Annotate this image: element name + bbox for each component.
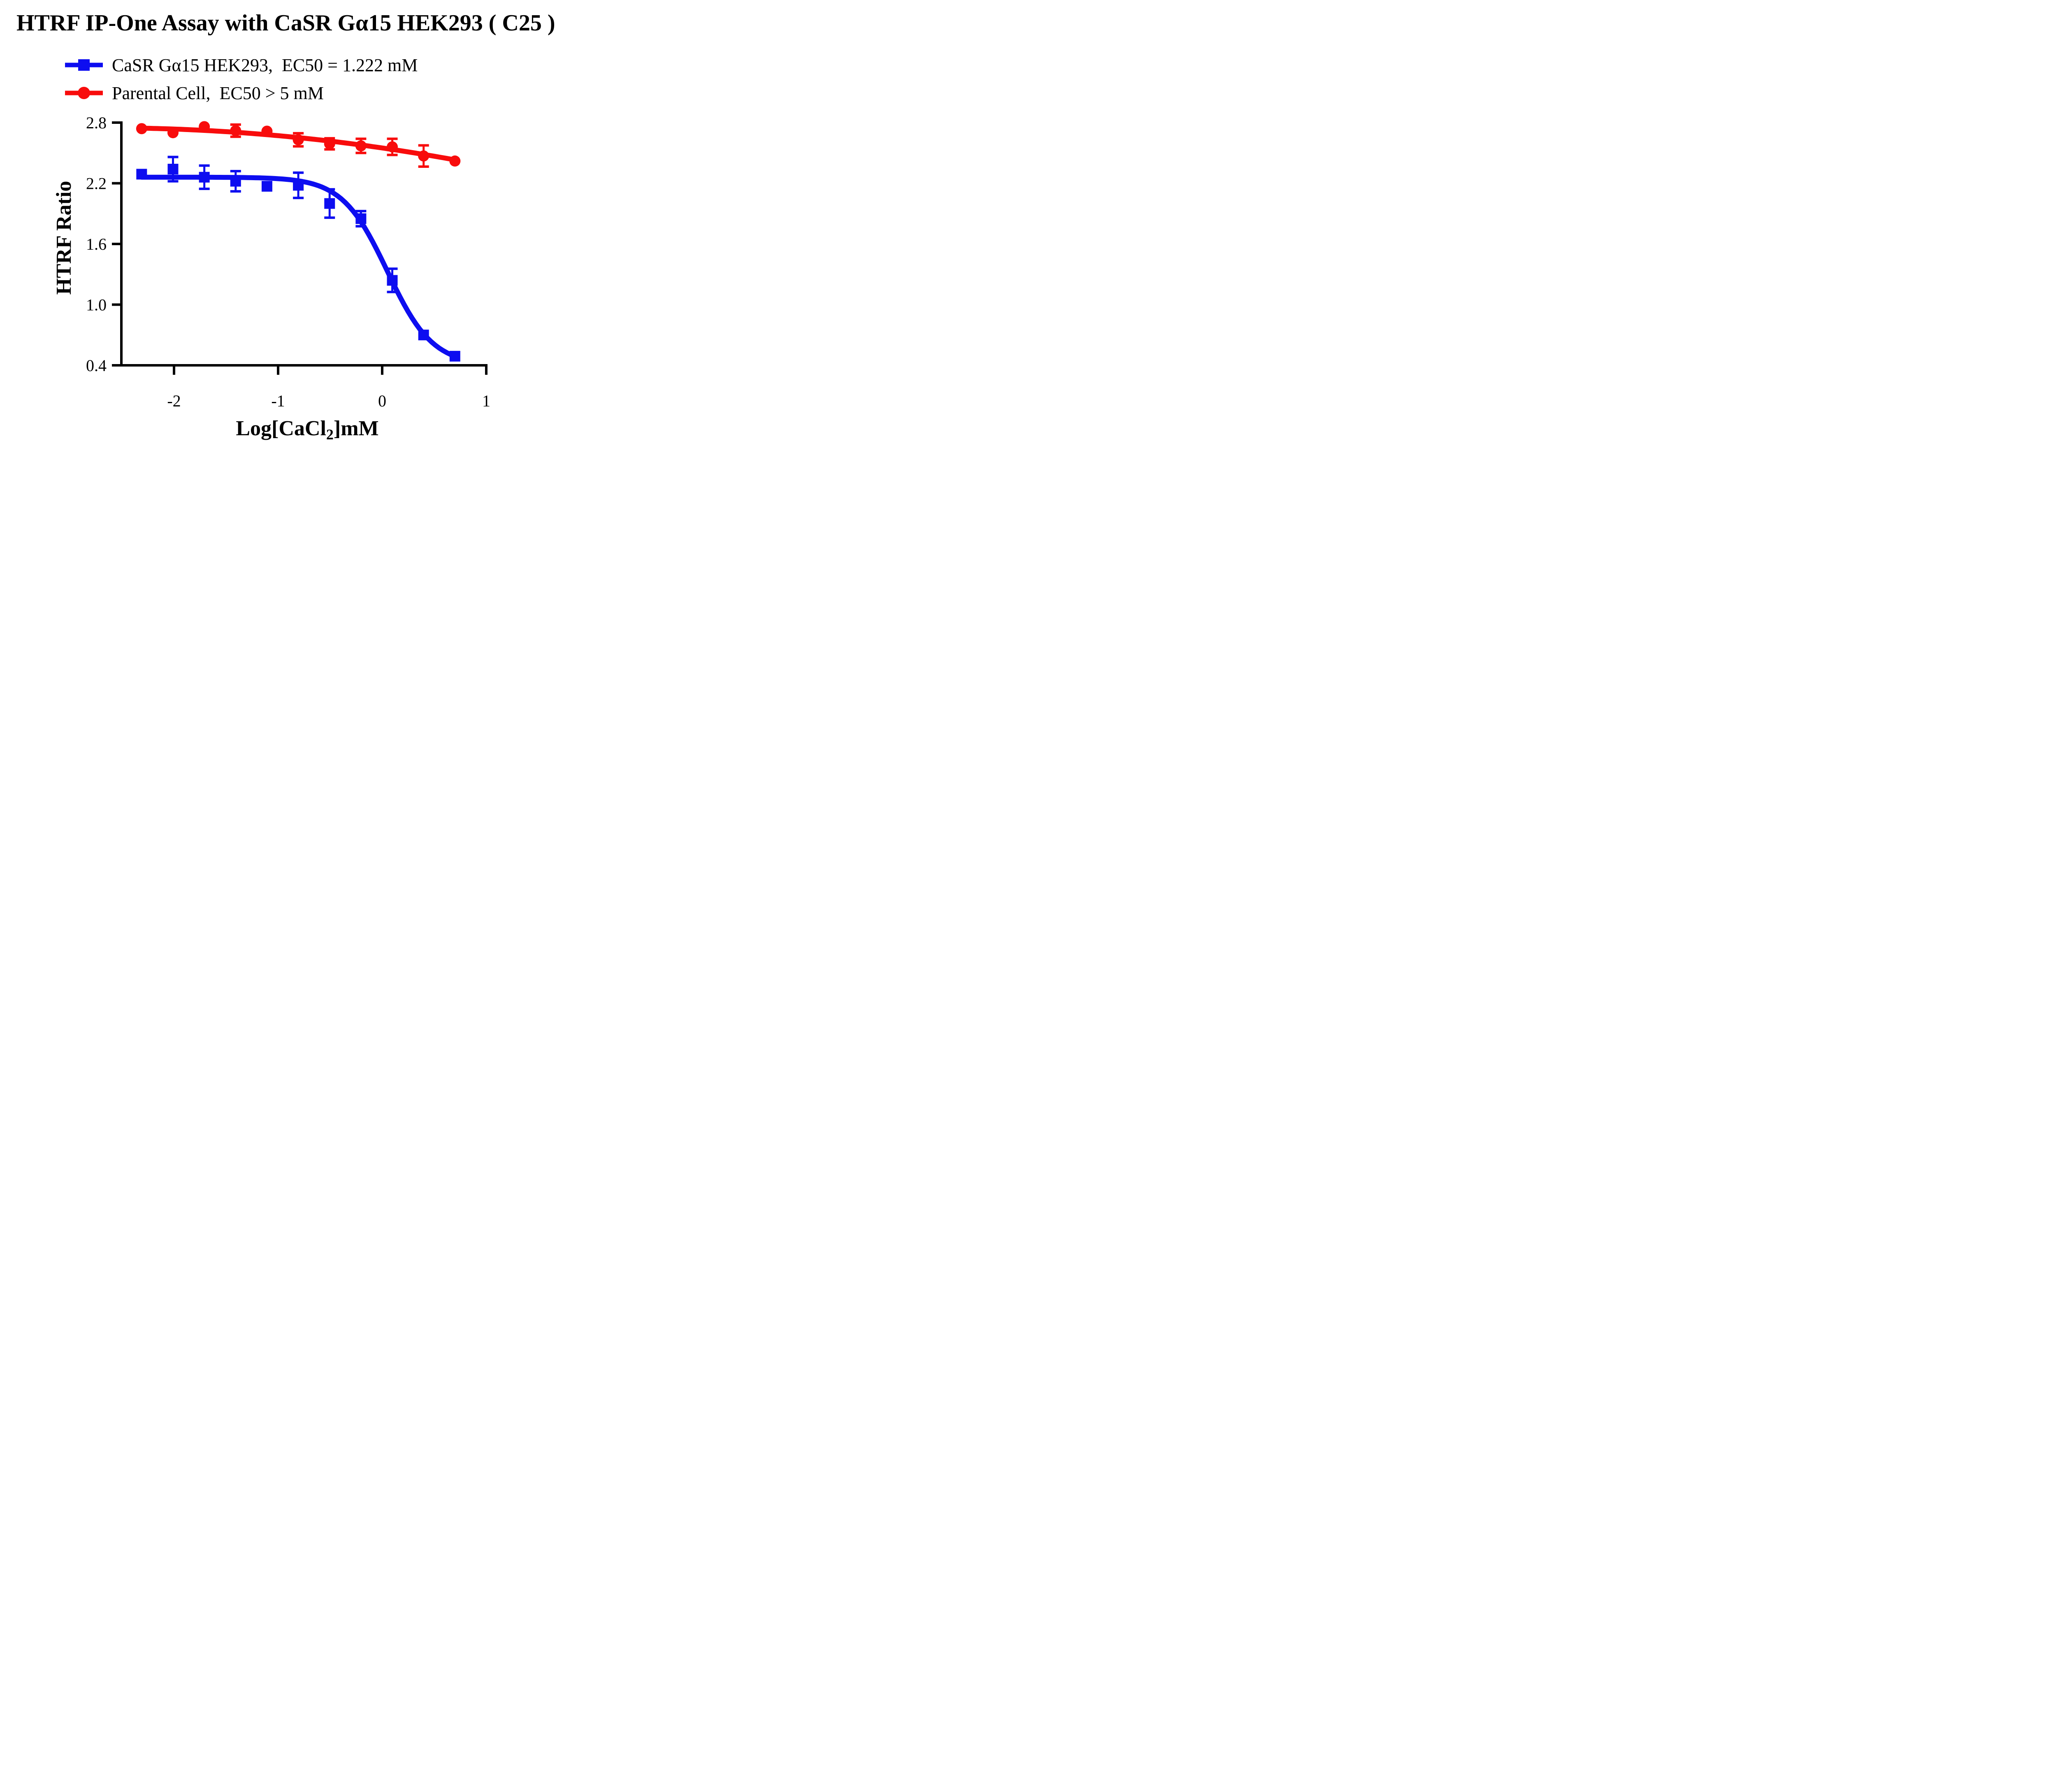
y-tick-label: 0.4 [86,356,107,375]
legend: CaSR Gα15 HEK293, EC50 = 1.222 mM Parent… [65,55,418,103]
data-point-square [449,351,460,362]
tick-layer: 0.4 1.0 1.6 2.2 2.8 -2 -1 0 1 [86,114,490,410]
y-tick-label: 2.2 [86,174,107,193]
plot-area [136,121,461,362]
data-point-square [261,181,272,192]
data-point-circle [230,125,241,137]
chart-canvas: HTRF IP-One Assay with CaSR Gα15 HEK293 … [16,10,555,443]
data-point-square [136,169,147,180]
x-tick-label: 1 [482,392,490,410]
data-point-circle [324,138,335,150]
legend-label-casr: CaSR Gα15 HEK293, EC50 = 1.222 mM [112,55,418,75]
x-tick-label: -2 [167,392,181,410]
x-tick-label: 0 [378,392,386,410]
data-point-circle [261,125,273,137]
figure-page: HTRF IP-One Assay with CaSR Gα15 HEK293 … [0,0,608,448]
data-point-circle [449,155,461,167]
data-point-circle [418,150,430,162]
data-point-circle [387,141,398,153]
data-point-circle [167,127,179,139]
data-point-square [199,172,210,183]
legend-square-marker-icon [78,59,90,71]
data-point-circle [199,121,210,132]
y-tick-label: 2.8 [86,114,107,132]
data-point-square [230,176,241,187]
data-point-square [293,180,304,191]
data-point-circle [136,123,147,135]
y-tick-label: 1.0 [86,296,107,314]
legend-item-parental: Parental Cell, EC50 > 5 mM [65,83,324,103]
y-tick-label: 1.6 [86,235,107,253]
y-axis-title: HTRF Ratio [52,181,76,295]
fit-curve-square [139,174,457,359]
legend-item-casr: CaSR Gα15 HEK293, EC50 = 1.222 mM [65,55,418,75]
chart-title: HTRF IP-One Assay with CaSR Gα15 HEK293 … [16,10,555,36]
data-point-square [167,164,179,175]
legend-circle-marker-icon [78,87,90,99]
data-point-circle [355,140,367,152]
legend-label-parental: Parental Cell, EC50 > 5 mM [112,83,324,103]
data-point-square [418,330,429,341]
data-point-square [355,213,367,224]
data-point-square [387,275,398,286]
x-tick-label: -1 [271,392,285,410]
data-point-circle [293,134,304,146]
x-axis-title: Log[CaCl2]mM [236,417,378,443]
data-point-square [324,198,335,209]
